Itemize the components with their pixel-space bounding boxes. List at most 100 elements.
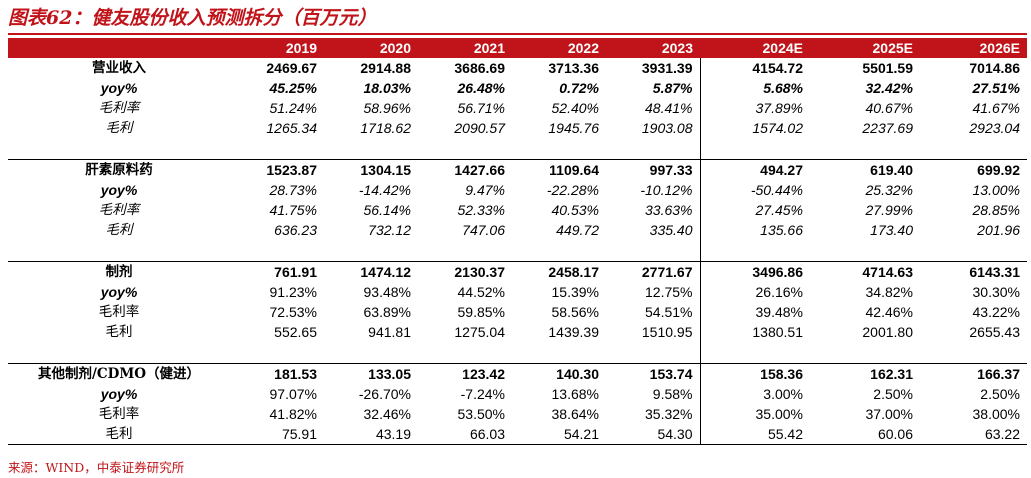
section-gap bbox=[8, 240, 1027, 262]
value-cell: 15.39% bbox=[551, 284, 599, 300]
value-cell: 2914.88 bbox=[360, 60, 411, 76]
value-cell: 44.52% bbox=[457, 284, 505, 300]
value-cell: 1380.51 bbox=[699, 322, 810, 342]
value-cell: 40.67% bbox=[865, 100, 913, 116]
value-cell: 449.72 bbox=[556, 222, 599, 238]
value-cell: 59.85% bbox=[457, 304, 505, 320]
revenue-row: 制剂 761.91 1474.12 2130.37 2458.17 2771.67 3496… bbox=[8, 261, 1027, 282]
gross-profit-row: 毛利 1265.34 1718.62 2090.57 1945.76 1903.08 157… bbox=[8, 118, 1027, 138]
row-label: 毛利率 bbox=[98, 202, 140, 218]
value-cell: 28.73% bbox=[269, 182, 317, 198]
value-cell: 1474.12 bbox=[324, 261, 418, 282]
value-cell: 63.22 bbox=[984, 426, 1020, 442]
value-cell: 56.71% bbox=[457, 100, 505, 116]
value-cell: 27.99% bbox=[865, 202, 913, 218]
row-label: 营业收入 bbox=[92, 60, 146, 76]
value-cell: 4714.63 bbox=[810, 261, 920, 282]
value-cell: 45.25% bbox=[269, 80, 317, 96]
revenue-forecast-table: 2019 2020 2021 2022 2023 2024E 2025E 202… bbox=[8, 38, 1027, 444]
value-cell: 1275.04 bbox=[454, 324, 505, 340]
value-cell: 41.82% bbox=[269, 406, 317, 422]
value-cell: 2923.04 bbox=[969, 120, 1020, 136]
value-cell: 35.32% bbox=[645, 406, 693, 422]
table-title: 图表62：健友股份收入预测拆分（百万元） bbox=[8, 7, 377, 29]
year-header: 2020 bbox=[324, 38, 418, 58]
value-cell: 39.48% bbox=[699, 302, 810, 322]
value-cell: 2130.37 bbox=[418, 261, 512, 282]
value-cell: 37.89% bbox=[699, 98, 810, 118]
header-row: 2019 2020 2021 2022 2023 2024E 2025E 202… bbox=[8, 38, 1027, 58]
yoy-row: yoy% 45.25% 18.03% 26.48% 0.72% 5.87% 5.68% 32.… bbox=[8, 78, 1027, 98]
gross-profit-row: 毛利 552.65 941.81 1275.04 1439.39 1510.95 1380.… bbox=[8, 322, 1027, 342]
row-label: 肝素原料药 bbox=[8, 159, 230, 180]
value-cell: 1523.87 bbox=[230, 159, 324, 180]
year-header: 2022 bbox=[512, 38, 606, 58]
row-label: 毛利率 bbox=[98, 100, 140, 116]
value-cell: 37.00% bbox=[865, 406, 913, 422]
row-label: 毛利 bbox=[105, 120, 133, 136]
value-cell: 93.48% bbox=[363, 284, 411, 300]
value-cell: 699.92 bbox=[920, 159, 1027, 180]
value-cell: 494.27 bbox=[699, 159, 810, 180]
value-cell: 91.23% bbox=[269, 284, 317, 300]
row-label: 其他制剂/CDMO（健进） bbox=[8, 363, 230, 384]
gross-margin-row: 毛利率 41.82% 32.46% 53.50% 38.64% 35.32% 35.00% 3… bbox=[8, 404, 1027, 424]
gross-margin-row: 毛利率 72.53% 63.89% 59.85% 58.56% 54.51% 39.48% 4… bbox=[8, 302, 1027, 322]
value-cell: -10.12% bbox=[640, 182, 693, 198]
value-cell: 13.68% bbox=[551, 386, 599, 402]
row-label: 毛利率 bbox=[98, 406, 140, 422]
value-cell: 48.41% bbox=[645, 100, 693, 116]
value-cell: 181.53 bbox=[230, 363, 324, 384]
row-label: 毛利 bbox=[105, 426, 133, 442]
value-cell: 75.91 bbox=[281, 426, 317, 442]
yoy-row: yoy% 97.07% -26.70% -7.24% 13.68% 9.58% 3.00% 2… bbox=[8, 384, 1027, 404]
value-cell: 41.75% bbox=[269, 202, 317, 218]
value-cell: 63.89% bbox=[363, 304, 411, 320]
year-header: 2023 bbox=[606, 38, 700, 58]
value-cell: 55.42 bbox=[699, 424, 810, 444]
value-cell: 732.12 bbox=[368, 222, 411, 238]
value-cell: 201.96 bbox=[977, 222, 1020, 238]
value-cell: 1903.08 bbox=[641, 120, 693, 136]
gross-profit-row: 毛利 636.23 732.12 747.06 449.72 335.40 135.66 17… bbox=[8, 220, 1027, 240]
value-cell: 1718.62 bbox=[360, 120, 411, 136]
gross-margin-row: 毛利率 51.24% 58.96% 56.71% 52.40% 48.41% 37.89% 4… bbox=[8, 98, 1027, 118]
value-cell: 38.64% bbox=[551, 406, 599, 422]
value-cell: 140.30 bbox=[512, 363, 606, 384]
value-cell: 2237.69 bbox=[862, 120, 913, 136]
value-cell: -14.42% bbox=[358, 182, 411, 198]
value-cell: 41.67% bbox=[972, 100, 1020, 116]
header-label-cell bbox=[8, 38, 230, 58]
value-cell: 25.32% bbox=[865, 182, 913, 198]
value-cell: 166.37 bbox=[920, 363, 1027, 384]
revenue-row: 其他制剂/CDMO（健进） 181.53 133.05 123.42 140.30 153… bbox=[8, 363, 1027, 384]
value-cell: -26.70% bbox=[358, 386, 411, 402]
section-gap bbox=[8, 138, 1027, 160]
value-cell: 54.51% bbox=[645, 304, 693, 320]
value-cell: 27.51% bbox=[972, 80, 1020, 96]
value-cell: 123.42 bbox=[418, 363, 512, 384]
value-cell: 3496.86 bbox=[699, 261, 810, 282]
value-cell: 43.22% bbox=[972, 304, 1020, 320]
value-cell: 9.58% bbox=[652, 386, 693, 402]
value-cell: 54.30 bbox=[657, 426, 693, 442]
row-label: yoy% bbox=[100, 386, 138, 402]
year-header: 2019 bbox=[230, 38, 324, 58]
gross-profit-row: 毛利 75.91 43.19 66.03 54.21 54.30 55.42 60.06 63.… bbox=[8, 424, 1027, 444]
value-cell: 30.30% bbox=[972, 284, 1020, 300]
year-header: 2025E bbox=[810, 38, 920, 58]
value-cell: 12.75% bbox=[645, 284, 693, 300]
value-cell: 51.24% bbox=[269, 100, 317, 116]
value-cell: 3.00% bbox=[699, 384, 810, 404]
row-label: 制剂 bbox=[8, 261, 230, 282]
value-cell: 3686.69 bbox=[454, 60, 505, 76]
value-cell: -22.28% bbox=[546, 182, 599, 198]
value-cell: 97.07% bbox=[269, 386, 317, 402]
value-cell: 5.68% bbox=[699, 78, 810, 98]
value-cell: 2655.43 bbox=[969, 324, 1020, 340]
gross-margin-row: 毛利率 41.75% 56.14% 52.33% 40.53% 33.63% 27.45% 2… bbox=[8, 200, 1027, 220]
year-header: 2026E bbox=[920, 38, 1027, 58]
value-cell: 133.05 bbox=[324, 363, 418, 384]
value-cell: 72.53% bbox=[269, 304, 317, 320]
value-cell: 747.06 bbox=[462, 222, 505, 238]
